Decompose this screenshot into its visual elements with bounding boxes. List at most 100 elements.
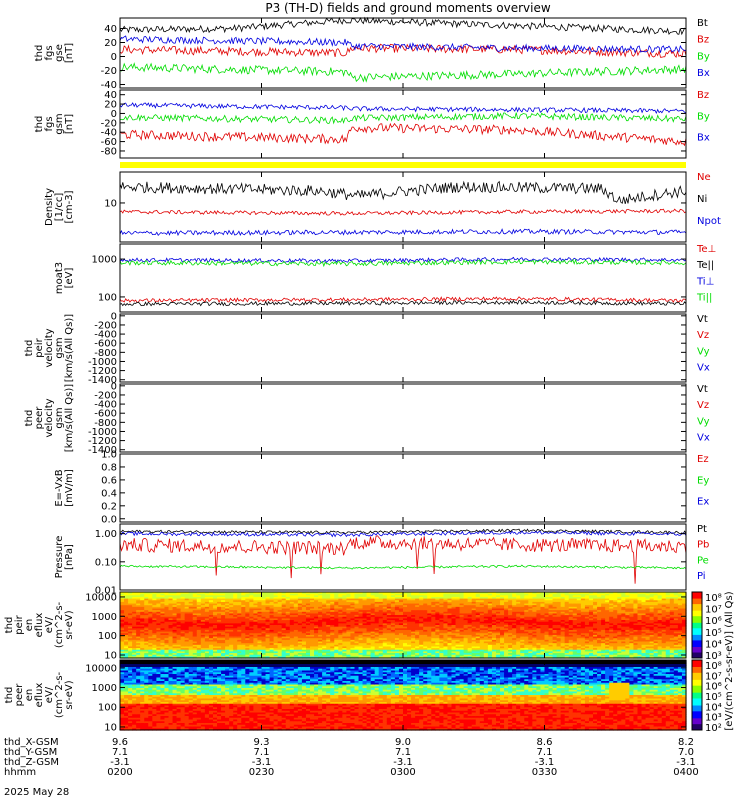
spectrogram-cell — [273, 600, 279, 603]
spectrogram-cell — [180, 620, 186, 623]
spectrogram-cell — [495, 636, 501, 639]
spectrogram-cell — [560, 643, 566, 646]
spectrogram-cell — [237, 610, 242, 613]
spectrogram-cell — [382, 593, 388, 596]
spectrogram-cell — [172, 646, 178, 649]
spectrogram-cell — [330, 593, 335, 596]
spectrogram-cell — [374, 623, 380, 626]
spectrogram-cell — [415, 621, 420, 624]
spectrogram-cell — [366, 600, 372, 603]
spectrogram-cell — [285, 636, 291, 639]
spectrogram-cell — [318, 592, 323, 595]
spectrogram-cell — [132, 605, 137, 608]
spectrogram-cell — [245, 634, 250, 638]
spectrogram-cell — [415, 648, 420, 651]
spectrogram-cell — [378, 629, 384, 633]
spectrogram-cell — [491, 629, 497, 633]
spectrogram-cell — [483, 623, 489, 626]
spectrogram-cell — [366, 621, 372, 624]
spectrogram-cell — [310, 643, 315, 646]
spectrogram-cell — [305, 623, 311, 626]
spectrogram-cell — [471, 601, 477, 605]
spectrogram-cell — [508, 634, 513, 638]
spectrogram-cell — [455, 598, 461, 601]
spectrogram-cell — [487, 651, 493, 654]
spectrogram-cell — [241, 595, 246, 598]
spectrogram-cell — [358, 592, 364, 595]
spectrogram-cell — [508, 649, 513, 652]
spectrogram-cell — [564, 648, 570, 651]
spectrogram-cell — [305, 626, 311, 629]
spectrogram-cell — [281, 605, 287, 608]
spectrogram-cell — [378, 625, 384, 628]
spectrogram-cell — [237, 596, 242, 600]
spectrogram-cell — [459, 620, 465, 623]
spectrogram-cell — [520, 646, 525, 649]
spectrogram-cell — [572, 649, 578, 652]
spectrogram-cell — [257, 598, 263, 601]
spectrogram-cell — [423, 633, 428, 636]
spectrogram-cell — [439, 621, 445, 624]
spectrogram-cell — [326, 618, 331, 621]
spectrogram-cell — [378, 654, 384, 657]
spectrogram-cell — [580, 654, 586, 657]
spectrogram-cell — [346, 639, 352, 643]
spectrogram-cell — [120, 596, 125, 600]
spectrogram-cell — [229, 603, 234, 606]
spectrogram-cell — [532, 618, 538, 621]
spectrogram-cell — [330, 621, 335, 624]
spectrogram-cell — [572, 603, 578, 606]
spectrogram-cell — [277, 648, 283, 651]
spectrogram-cell — [439, 615, 445, 618]
spectrogram-cell — [237, 621, 242, 624]
spectrogram-cell — [362, 641, 368, 644]
spectrogram-cell — [164, 626, 170, 629]
spectrogram-cell — [479, 628, 485, 631]
legend-Vx: Vx — [697, 433, 710, 444]
spectrogram-cell — [403, 610, 408, 613]
spectrogram-cell — [495, 639, 501, 643]
spectrogram-cell — [504, 646, 509, 649]
spectrogram-cell — [548, 621, 554, 624]
spectrogram-cell — [451, 638, 457, 641]
spectrogram-cell — [540, 598, 546, 601]
spectrogram-cell — [374, 648, 380, 651]
spectrogram-cell — [544, 626, 550, 629]
spectrogram-cell — [427, 628, 432, 631]
spectrogram-cell — [564, 631, 570, 634]
spectrogram-cell — [136, 621, 141, 624]
spectrogram-cell — [423, 651, 428, 654]
spectrogram-cell — [293, 636, 299, 639]
spectrogram-cell — [160, 638, 166, 641]
spectrogram-cell — [354, 616, 360, 619]
spectrogram-cell — [297, 598, 303, 601]
spectrogram-cell — [358, 601, 364, 605]
spectrogram-cell — [342, 620, 347, 623]
spectrogram-cell — [398, 598, 404, 601]
spectrogram-cell — [217, 653, 222, 656]
spectrogram-cell — [500, 601, 505, 605]
spectrogram-cell — [180, 629, 186, 633]
spectrogram-cell — [310, 625, 315, 628]
spectrogram-cell — [269, 601, 275, 605]
spectrogram-cell — [257, 596, 263, 600]
spectrogram-cell — [516, 626, 521, 629]
spectrogram-cell — [334, 634, 339, 638]
spectrogram-cell — [168, 628, 174, 631]
spectrogram-cell — [346, 636, 352, 639]
spectrogram-cell — [588, 648, 594, 651]
spectrogram-cell — [140, 646, 145, 649]
spectrogram-cell — [217, 656, 222, 659]
spectrogram-cell — [318, 623, 323, 626]
spectrogram-cell — [459, 595, 465, 598]
spectrogram-cell — [500, 634, 505, 638]
spectrogram-cell — [350, 629, 356, 633]
spectrogram-cell — [443, 621, 449, 624]
spectrogram-cell — [576, 615, 582, 618]
spectrogram-cell — [148, 656, 153, 659]
spectrogram-cell — [314, 592, 319, 595]
spectrogram-cell — [172, 653, 178, 656]
spectrogram-cell — [269, 615, 275, 618]
spectrogram-cell — [156, 616, 162, 619]
